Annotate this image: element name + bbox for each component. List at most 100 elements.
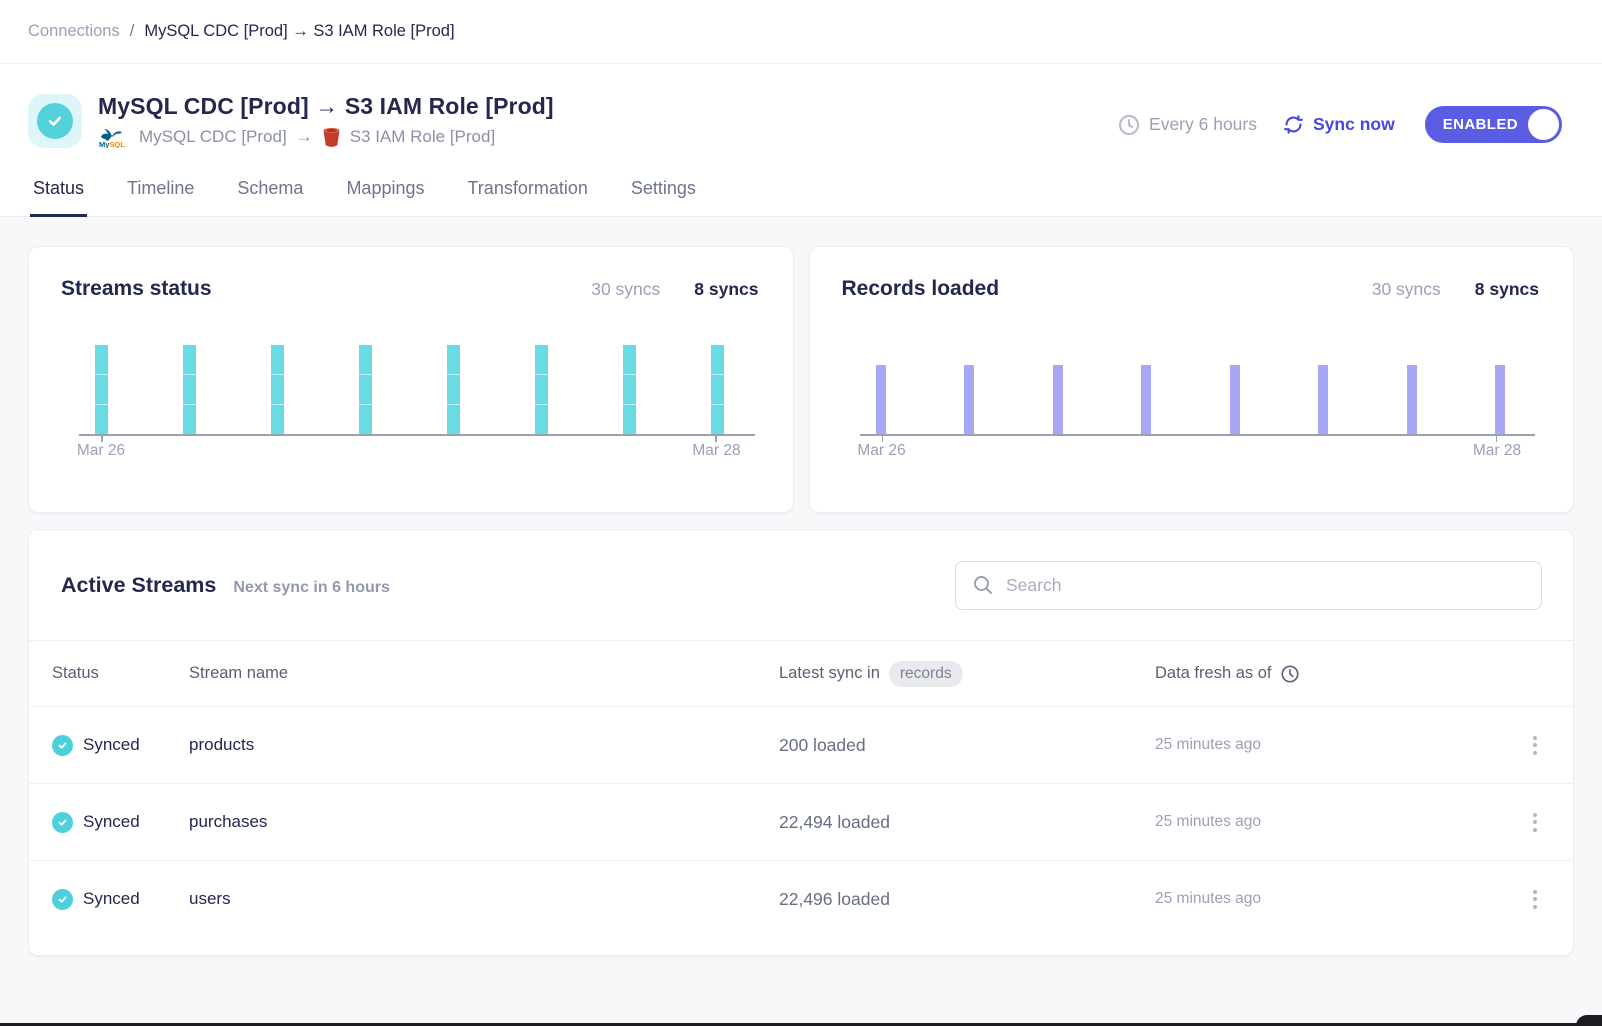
data-fresh-time: 25 minutes ago	[1155, 890, 1261, 907]
records-loaded: 22,494 loaded	[779, 811, 890, 832]
status-label: Synced	[83, 889, 140, 908]
tab-schema[interactable]: Schema	[237, 178, 304, 198]
range-30-syncs[interactable]: 30 syncs	[1371, 279, 1441, 299]
refresh-icon	[1283, 114, 1304, 135]
x-tick-label: Mar 26	[76, 442, 126, 459]
chart-bar	[1495, 365, 1505, 434]
chart-bar	[1141, 365, 1151, 434]
table-row: Synced purchases 22,494 loaded 25 minutes a…	[29, 783, 1573, 860]
synced-check-icon	[52, 811, 73, 833]
svg-text:MySQL: MySQL	[99, 140, 125, 148]
synced-check-icon	[52, 734, 73, 756]
clock-icon	[1118, 114, 1140, 136]
chart-bar	[271, 345, 285, 434]
table-row: Synced products 200 loaded 25 minutes ago	[29, 706, 1573, 783]
chart-bar	[711, 345, 725, 434]
status-label: Synced	[83, 735, 140, 754]
column-data-fresh: Data fresh as of	[1155, 664, 1502, 684]
streams-table-header: Status Stream name Latest sync in record…	[29, 640, 1573, 706]
enabled-toggle-label: ENABLED	[1442, 116, 1518, 133]
bottom-corner-shape	[1576, 1015, 1602, 1026]
chart-bar	[183, 345, 197, 434]
range-8-syncs[interactable]: 8 syncs	[1474, 279, 1539, 299]
chart-bar	[1406, 365, 1417, 434]
breadcrumb-connections-link[interactable]: Connections	[28, 22, 120, 40]
breadcrumb-current: MySQL CDC [Prod] → S3 IAM Role [Prod]	[144, 22, 455, 40]
clock-icon	[1280, 664, 1300, 684]
breadcrumb: Connections / MySQL CDC [Prod] → S3 IAM …	[0, 0, 1602, 64]
stream-search	[955, 560, 1542, 610]
x-axis	[79, 434, 755, 442]
toggle-knob	[1528, 109, 1559, 140]
x-axis	[859, 434, 1535, 442]
tab-mappings[interactable]: Mappings	[346, 178, 425, 198]
destination-name: S3 IAM Role [Prod]	[349, 127, 496, 146]
records-loaded: 22,496 loaded	[779, 888, 890, 909]
streams-status-card: Streams status 30 syncs 8 syncs Mar 26 M…	[28, 246, 794, 513]
chart-title: Streams status	[61, 277, 212, 300]
chart-bar	[623, 345, 637, 434]
column-latest-sync: Latest sync in records	[779, 660, 1155, 687]
connection-header: MySQL CDC [Prod] → S3 IAM Role [Prod] My…	[0, 64, 1602, 217]
chart-bar	[875, 365, 886, 434]
bottom-edge-bar	[0, 1023, 1602, 1026]
range-30-syncs[interactable]: 30 syncs	[591, 279, 661, 299]
chart-bar	[964, 365, 974, 434]
records-unit-badge[interactable]: records	[888, 660, 963, 687]
bar-chart: Mar 26 Mar 28	[29, 345, 793, 459]
data-fresh-time: 25 minutes ago	[1155, 813, 1261, 830]
table-row: Synced users 22,496 loaded 25 minutes ago	[29, 860, 1573, 937]
sync-now-button[interactable]: Sync now	[1283, 114, 1395, 135]
stream-name: purchases	[189, 812, 268, 831]
tab-status[interactable]: Status	[30, 172, 88, 217]
x-tick-label: Mar 26	[857, 442, 906, 459]
enabled-toggle[interactable]: ENABLED	[1424, 106, 1562, 143]
row-menu-button[interactable]	[1520, 884, 1550, 914]
row-menu-button[interactable]	[1520, 730, 1550, 760]
chart-bar	[535, 345, 549, 434]
synced-check-icon	[52, 888, 73, 910]
tab-timeline[interactable]: Timeline	[127, 178, 195, 198]
stream-name: users	[189, 889, 231, 908]
main-content: Streams status 30 syncs 8 syncs Mar 26 M…	[0, 217, 1602, 956]
source-name: MySQL CDC [Prod]	[139, 127, 287, 146]
range-8-syncs[interactable]: 8 syncs	[694, 279, 759, 299]
active-streams-title: Active Streams	[61, 572, 217, 597]
page-title: MySQL CDC [Prod] → S3 IAM Role [Prod]	[98, 93, 554, 119]
search-icon	[972, 574, 994, 596]
x-tick-label: Mar 28	[692, 442, 741, 459]
chart-bar	[1052, 365, 1063, 434]
connection-status-icon	[28, 93, 82, 148]
breadcrumb-separator: /	[129, 22, 135, 40]
chart-bar	[1318, 365, 1328, 434]
schedule-label: Every 6 hours	[1149, 114, 1257, 134]
data-fresh-time: 25 minutes ago	[1155, 736, 1261, 753]
column-stream-name: Stream name	[189, 664, 289, 682]
records-loaded: 200 loaded	[779, 734, 866, 755]
s3-bucket-icon	[322, 127, 341, 148]
status-cell: Synced	[52, 811, 189, 833]
tab-settings[interactable]: Settings	[630, 178, 696, 198]
column-status: Status	[52, 664, 99, 682]
arrow-icon: →	[295, 127, 313, 146]
chart-bar	[95, 345, 108, 434]
mysql-source-icon: MySQL	[98, 126, 130, 148]
x-tick-label: Mar 28	[1472, 442, 1522, 459]
chart-bar	[1229, 365, 1240, 434]
sync-schedule: Every 6 hours	[1118, 114, 1257, 136]
status-label: Synced	[83, 812, 140, 831]
chart-title: Records loaded	[841, 277, 1000, 300]
records-loaded-card: Records loaded 30 syncs 8 syncs Mar 26 M…	[808, 246, 1574, 513]
bar-chart: Mar 26 Mar 28	[810, 345, 1574, 459]
active-streams-card: Active Streams Next sync in 6 hours Stat…	[28, 529, 1574, 956]
search-input[interactable]	[1006, 574, 1525, 596]
tab-transformation[interactable]: Transformation	[467, 178, 588, 198]
streams-table-body: Synced products 200 loaded 25 minutes ago Sy…	[29, 706, 1573, 937]
sync-now-label: Sync now	[1313, 114, 1395, 134]
chart-bar	[447, 345, 461, 434]
status-cell: Synced	[52, 888, 189, 910]
tabs: Status Timeline Schema Mappings Transformati…	[0, 172, 1602, 217]
row-menu-button[interactable]	[1520, 807, 1550, 837]
next-sync-label: Next sync in 6 hours	[233, 578, 390, 596]
status-cell: Synced	[52, 734, 189, 756]
